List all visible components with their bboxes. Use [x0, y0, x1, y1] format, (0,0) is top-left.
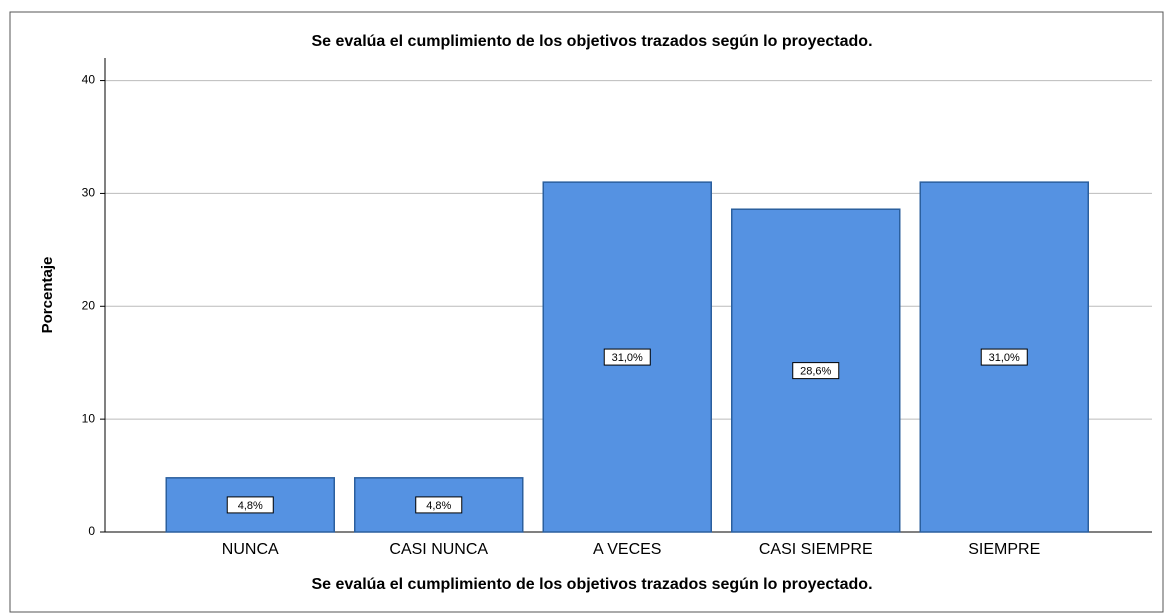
- x-tick-label: A VECES: [593, 541, 661, 558]
- x-axis-label: Se evalúa el cumplimiento de los objetiv…: [311, 576, 872, 593]
- x-tick-label: CASI SIEMPRE: [759, 541, 873, 558]
- value-label-box: [792, 362, 840, 380]
- value-label-box: [226, 496, 274, 514]
- y-axis-label: Porcentaje: [39, 257, 56, 334]
- x-tick-label: CASI NUNCA: [389, 541, 488, 558]
- frame: [9, 11, 1164, 613]
- y-tick-label: 30: [82, 186, 96, 200]
- value-label-box: [603, 348, 651, 366]
- y-tick-label: 40: [82, 73, 96, 87]
- value-label: 31,0%: [612, 352, 643, 364]
- value-label: 4,8%: [238, 500, 263, 512]
- value-label: 28,6%: [800, 366, 831, 378]
- value-label: 31,0%: [989, 352, 1020, 364]
- value-label-box: [415, 496, 463, 514]
- x-tick-label: SIEMPRE: [968, 541, 1040, 558]
- chart-title: Se evalúa el cumplimiento de los objetiv…: [311, 33, 872, 50]
- y-tick-label: 10: [82, 411, 96, 425]
- value-label-box: [980, 348, 1028, 366]
- y-tick-label: 0: [88, 524, 95, 538]
- x-tick-label: NUNCA: [222, 541, 279, 558]
- value-label: 4,8%: [426, 500, 451, 512]
- y-tick-label: 20: [82, 298, 96, 312]
